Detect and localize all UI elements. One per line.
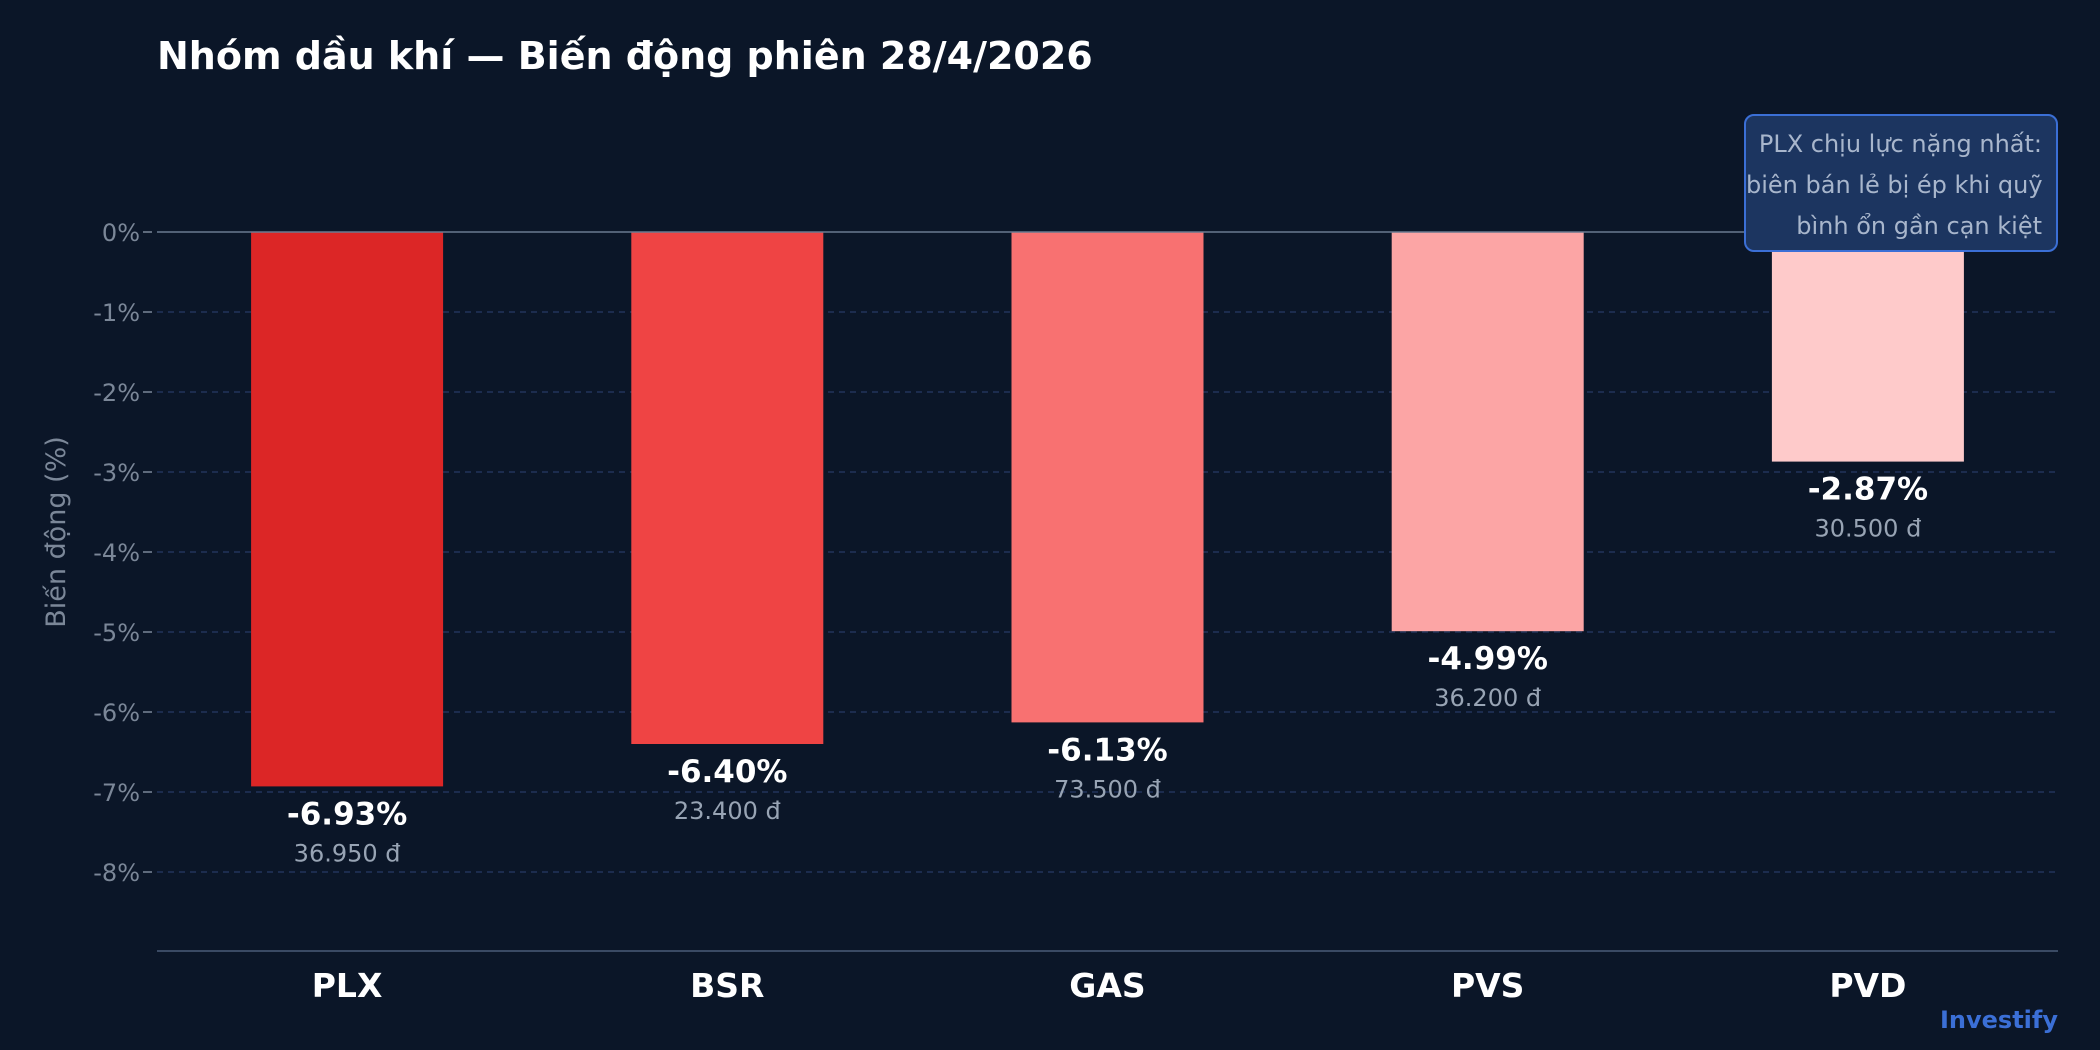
x-tick-label: BSR — [690, 966, 764, 1005]
bar-gas — [1011, 232, 1204, 723]
y-tick-label: -8% — [93, 859, 140, 887]
bar-value-label: -4.99% — [1427, 641, 1547, 677]
chart-title: Nhóm dầu khí — Biến động phiên 28/4/2026 — [157, 34, 1093, 78]
bar-pvd — [1771, 232, 1964, 462]
bar-pvs — [1391, 232, 1584, 632]
bar-value-label: -6.13% — [1047, 732, 1167, 768]
bars — [251, 232, 1964, 787]
x-tick-label: PLX — [312, 966, 383, 1005]
bar-price-label: 23.400 đ — [674, 797, 781, 825]
y-tick-label: -1% — [93, 299, 140, 327]
bar-value-label: -6.93% — [287, 796, 407, 832]
x-tick-label: PVD — [1829, 966, 1906, 1005]
x-tick-label: PVS — [1451, 966, 1525, 1005]
y-tick-label: -4% — [93, 539, 140, 567]
bar-value-label: -6.40% — [667, 754, 787, 790]
annotation-box: PLX chịu lực nặng nhất: biên bán lẻ bị é… — [1744, 114, 2058, 252]
annotation-line: bình ổn gần cạn kiệt — [1796, 212, 2042, 240]
bar-price-label: 30.500 đ — [1814, 515, 1921, 543]
bar-value-label: -2.87% — [1808, 472, 1928, 508]
bar-plx — [251, 232, 444, 787]
x-tick-label: GAS — [1069, 966, 1145, 1005]
bar-price-label: 73.500 đ — [1054, 775, 1161, 803]
y-tick-label: -5% — [93, 619, 140, 647]
y-tick-label: -7% — [93, 779, 140, 807]
y-tick-label: -3% — [93, 459, 140, 487]
y-tick-label: -6% — [93, 699, 140, 727]
brand-logo-text: Investify — [1939, 1006, 2058, 1034]
y-tick-label: -2% — [93, 379, 140, 407]
axes: 0% -1% -2% -3% -4% -5% -6% -7% -8% Biến động (%) P… — [41, 219, 2058, 1005]
annotation-line: PLX chịu lực nặng nhất: — [1758, 130, 2042, 158]
bar-price-label: 36.950 đ — [294, 839, 401, 867]
bar-bsr — [631, 232, 824, 744]
bar-labels: -6.93% 36.950 đ -6.40% 23.400 đ -6.13% 73.500… — [287, 472, 1928, 868]
y-axis-label: Biến động (%) — [41, 436, 72, 628]
bar-price-label: 36.200 đ — [1434, 684, 1541, 712]
y-tick-label: 0% — [102, 219, 140, 247]
annotation-line: biên bán lẻ bị ép khi quỹ — [1746, 171, 2043, 199]
